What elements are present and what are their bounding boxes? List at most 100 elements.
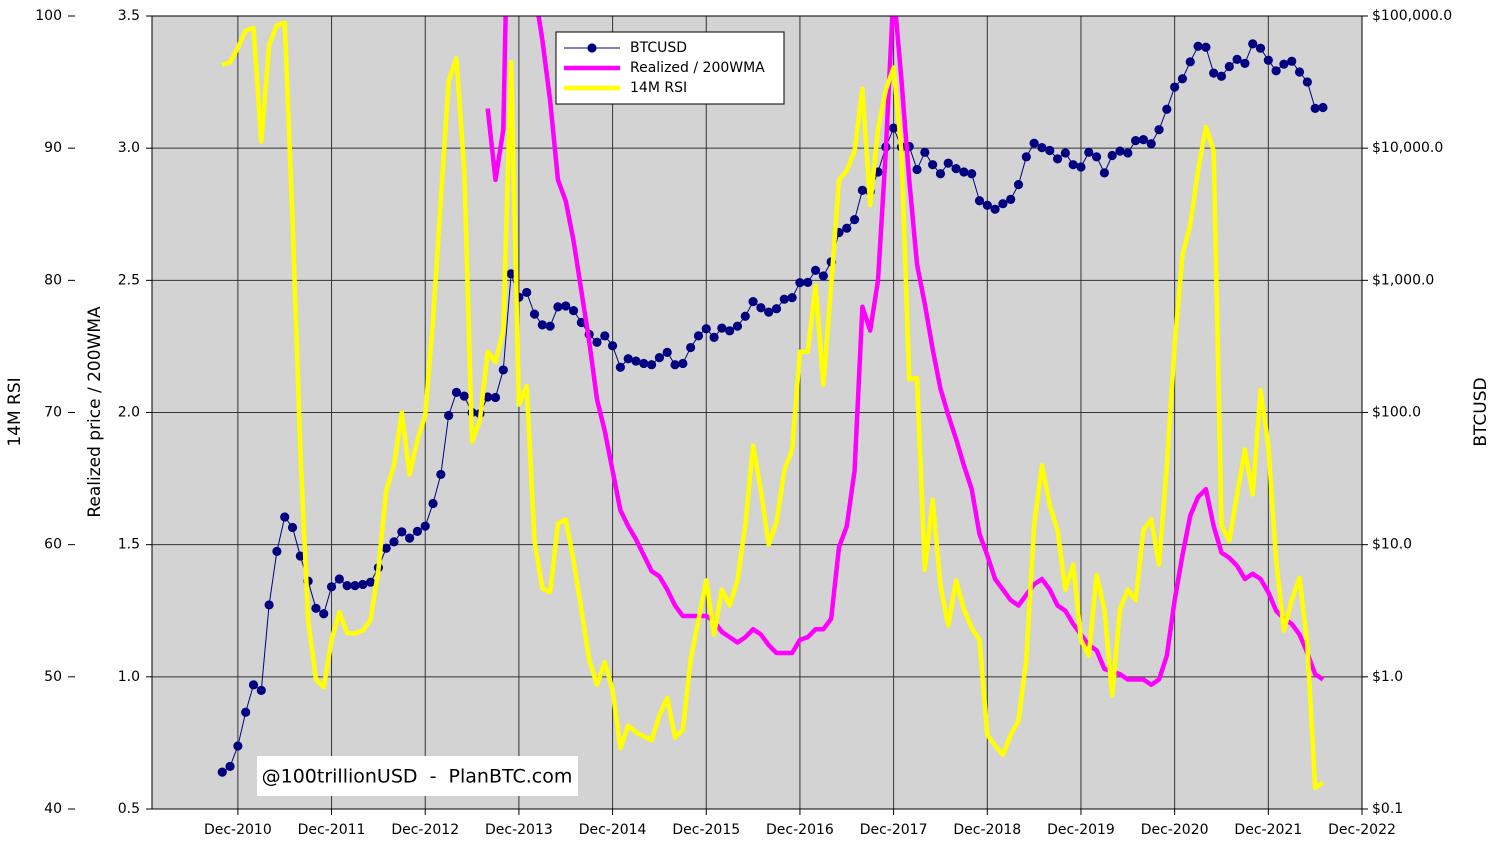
data-point (225, 761, 235, 772)
data-point (1224, 61, 1234, 72)
data-point (889, 123, 899, 133)
data-point (998, 199, 1008, 209)
data-point (732, 321, 743, 331)
data-point (678, 358, 688, 369)
data-point (810, 265, 821, 275)
x-tick-label: Dec-2020 (1141, 822, 1209, 838)
data-point (803, 277, 813, 287)
data-point (756, 303, 766, 313)
data-point (459, 391, 469, 401)
data-point (412, 526, 423, 537)
data-point (740, 311, 750, 321)
data-point (1209, 68, 1219, 78)
y2-tick-label: $10,000.0 (1372, 140, 1443, 156)
data-point (568, 306, 579, 316)
data-point (397, 527, 407, 537)
data-point (982, 200, 992, 210)
data-point (1201, 42, 1211, 52)
data-point (1138, 135, 1149, 145)
data-point (967, 169, 977, 179)
x-tick-label: Dec-2015 (672, 822, 740, 838)
data-point (686, 342, 696, 353)
data-point (1185, 57, 1195, 67)
data-point (1006, 194, 1016, 204)
data-point (405, 533, 415, 543)
data-point (725, 326, 735, 336)
y2-tick-label: $1,000.0 (1372, 272, 1434, 288)
data-point (1294, 67, 1305, 77)
data-point (639, 358, 649, 369)
data-point (787, 293, 797, 303)
y3-tick-label: 80 (44, 272, 62, 288)
data-point (1060, 148, 1070, 158)
y3-tick-label: 90 (44, 140, 62, 156)
x-tick-label: Dec-2010 (204, 822, 272, 838)
data-point (1107, 150, 1117, 161)
data-point (771, 304, 782, 314)
data-point (1255, 43, 1266, 53)
data-point (920, 147, 930, 157)
data-point (1310, 103, 1320, 113)
data-point (1279, 59, 1289, 69)
data-point (420, 521, 430, 531)
data-point (1263, 55, 1273, 65)
data-point (1115, 146, 1125, 156)
data-point (1076, 162, 1086, 172)
y-tick-label: 1.0 (118, 669, 140, 685)
data-point (615, 362, 625, 372)
data-point (287, 522, 298, 533)
data-point (795, 278, 805, 288)
data-point (248, 680, 259, 690)
data-point (974, 196, 985, 206)
data-point (1068, 160, 1078, 170)
data-point (764, 307, 774, 317)
x-tick-label: Dec-2021 (1234, 822, 1302, 838)
data-point (1131, 136, 1141, 146)
data-point (381, 543, 391, 553)
legend-label: Realized / 200WMA (630, 60, 765, 76)
data-point (951, 164, 961, 174)
legend-label: BTCUSD (630, 40, 687, 56)
data-point (1170, 82, 1180, 92)
y-tick-label: 2.0 (118, 405, 140, 421)
data-point (1037, 142, 1047, 153)
data-point (365, 577, 376, 587)
data-point (1248, 39, 1258, 49)
x-tick-label: Dec-2011 (298, 822, 366, 838)
data-point (709, 332, 719, 343)
x-tick-label: Dec-2016 (766, 822, 834, 838)
data-point (451, 387, 462, 397)
data-point (1029, 138, 1039, 148)
data-point (358, 579, 368, 590)
y-tick-label: 1.5 (118, 537, 140, 553)
data-point (522, 287, 532, 298)
y3-tick-label: 100 (35, 8, 62, 24)
data-point (428, 498, 438, 509)
data-point (436, 469, 446, 480)
series-line (485, 16, 1325, 688)
data-point (545, 321, 555, 331)
data-point (842, 223, 852, 233)
data-point (389, 537, 399, 547)
data-point (1162, 104, 1172, 114)
data-point (1123, 148, 1133, 158)
data-point (1154, 125, 1164, 135)
data-point (498, 365, 508, 375)
data-point (264, 600, 274, 610)
x-tick-label: Dec-2012 (391, 822, 459, 838)
y3-tick-label: 70 (44, 405, 62, 421)
data-point (1302, 77, 1312, 87)
x-tick-label: Dec-2018 (953, 822, 1021, 838)
data-point (717, 323, 727, 333)
data-point (350, 581, 360, 591)
y2-tick-label: $100,000.0 (1372, 8, 1452, 24)
data-point (1045, 145, 1055, 156)
y3-tick-label: 40 (44, 801, 62, 817)
data-point (670, 360, 680, 370)
data-point (959, 167, 969, 177)
data-point (1146, 139, 1156, 149)
watermark-box (257, 756, 578, 796)
data-point (490, 392, 501, 403)
data-point (662, 347, 672, 357)
